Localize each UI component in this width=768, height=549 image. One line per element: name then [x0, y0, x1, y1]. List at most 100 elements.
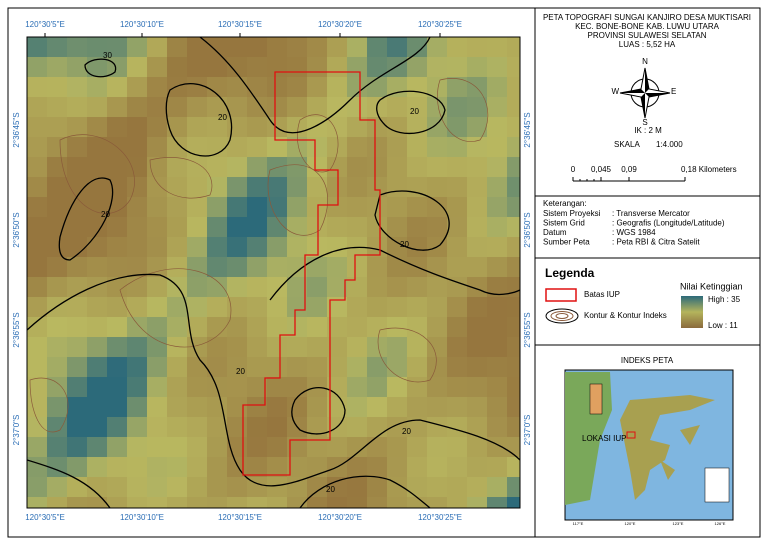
raster-cell: [187, 497, 207, 508]
raster-cell: [27, 437, 47, 457]
note-value: : Transverse Mercator: [612, 209, 690, 218]
raster-cell: [507, 237, 520, 257]
raster-cell: [87, 77, 107, 97]
raster-cell: [507, 397, 520, 417]
raster-cell: [47, 357, 67, 377]
raster-cell: [247, 217, 267, 237]
raster-cell: [247, 77, 267, 97]
raster-cell: [207, 477, 227, 497]
raster-cell: [367, 377, 387, 397]
index-map: [564, 369, 734, 521]
raster-cell: [347, 117, 367, 137]
raster-cell: [507, 77, 520, 97]
raster-cell: [47, 397, 67, 417]
raster-cell: [187, 217, 207, 237]
raster-cell: [47, 217, 67, 237]
raster-cell: [467, 57, 487, 77]
raster-cell: [447, 357, 467, 377]
raster-cell: [467, 157, 487, 177]
raster-cell: [187, 77, 207, 97]
raster-cell: [87, 197, 107, 217]
raster-cell: [127, 257, 147, 277]
raster-cell: [287, 237, 307, 257]
raster-cell: [467, 277, 487, 297]
raster-cell: [227, 37, 247, 57]
index-location: LOKASI IUP: [582, 434, 626, 443]
raster-cell: [367, 417, 387, 437]
raster-cell: [207, 157, 227, 177]
raster-cell: [227, 97, 247, 117]
raster-cell: [147, 477, 167, 497]
raster-cell: [327, 77, 347, 97]
scale-tick: 0,045: [591, 165, 612, 174]
raster-cell: [47, 77, 67, 97]
raster-cell: [227, 357, 247, 377]
raster-cell: [367, 497, 387, 508]
coord-bottom: 120°30'15"E: [218, 513, 262, 522]
raster-cell: [407, 277, 427, 297]
raster-cell: [67, 317, 87, 337]
raster-cell: [427, 337, 447, 357]
raster-cell: [47, 317, 67, 337]
raster-cell: [47, 497, 67, 508]
scale-tick: 0,09: [621, 165, 637, 174]
scale-tick: 0,18 Kilometers: [681, 165, 737, 174]
raster-cell: [427, 457, 447, 477]
raster-cell: [387, 357, 407, 377]
raster-cell: [507, 457, 520, 477]
raster-cell: [47, 417, 67, 437]
raster-cell: [87, 457, 107, 477]
raster-cell: [347, 377, 367, 397]
note-key: Sistem Proyeksi: [543, 209, 601, 218]
legend-label: Kontur & Kontur Indeks: [584, 311, 667, 320]
raster-cell: [487, 317, 507, 337]
raster-cell: [167, 357, 187, 377]
raster-cell: [127, 177, 147, 197]
raster-cell: [427, 257, 447, 277]
raster-cell: [27, 357, 47, 377]
raster-cell: [467, 37, 487, 57]
raster-cell: [447, 57, 467, 77]
raster-cell: [67, 417, 87, 437]
raster-cell: [127, 197, 147, 217]
raster-cell: [107, 417, 127, 437]
raster-cell: [367, 317, 387, 337]
contour-label: 20: [218, 113, 227, 122]
raster-cell: [187, 477, 207, 497]
raster-cell: [427, 37, 447, 57]
raster-cell: [307, 197, 327, 217]
raster-cell: [27, 397, 47, 417]
coord-right: 2°36'55"S: [523, 312, 532, 347]
raster-cell: [207, 437, 227, 457]
coord-right: 2°36'45"S: [523, 112, 532, 147]
raster-cell: [167, 177, 187, 197]
raster-cell: [267, 377, 287, 397]
raster-cell: [107, 217, 127, 237]
raster-cell: [447, 337, 467, 357]
raster-cell: [207, 357, 227, 377]
raster-cell: [87, 277, 107, 297]
raster-cell: [407, 197, 427, 217]
raster-cell: [87, 377, 107, 397]
scale-tick: 0: [571, 165, 576, 174]
raster-cell: [487, 437, 507, 457]
raster-cell: [367, 157, 387, 177]
raster-cell: [447, 457, 467, 477]
raster-cell: [367, 277, 387, 297]
raster-cell: [167, 137, 187, 157]
raster-cell: [267, 357, 287, 377]
raster-cell: [267, 277, 287, 297]
elevation-raster: [27, 37, 520, 508]
raster-cell: [467, 457, 487, 477]
raster-cell: [187, 237, 207, 257]
raster-cell: [307, 357, 327, 377]
raster-cell: [287, 297, 307, 317]
raster-cell: [507, 417, 520, 437]
raster-cell: [267, 337, 287, 357]
raster-cell: [87, 397, 107, 417]
raster-cell: [447, 497, 467, 508]
raster-cell: [27, 417, 47, 437]
raster-cell: [307, 337, 327, 357]
raster-cell: [67, 337, 87, 357]
raster-cell: [447, 137, 467, 157]
